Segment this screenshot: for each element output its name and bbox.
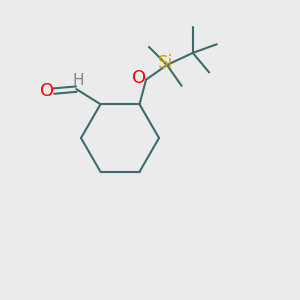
Text: O: O [40,82,54,100]
Text: O: O [132,69,147,87]
Text: H: H [72,73,84,88]
Text: Si: Si [158,54,173,72]
